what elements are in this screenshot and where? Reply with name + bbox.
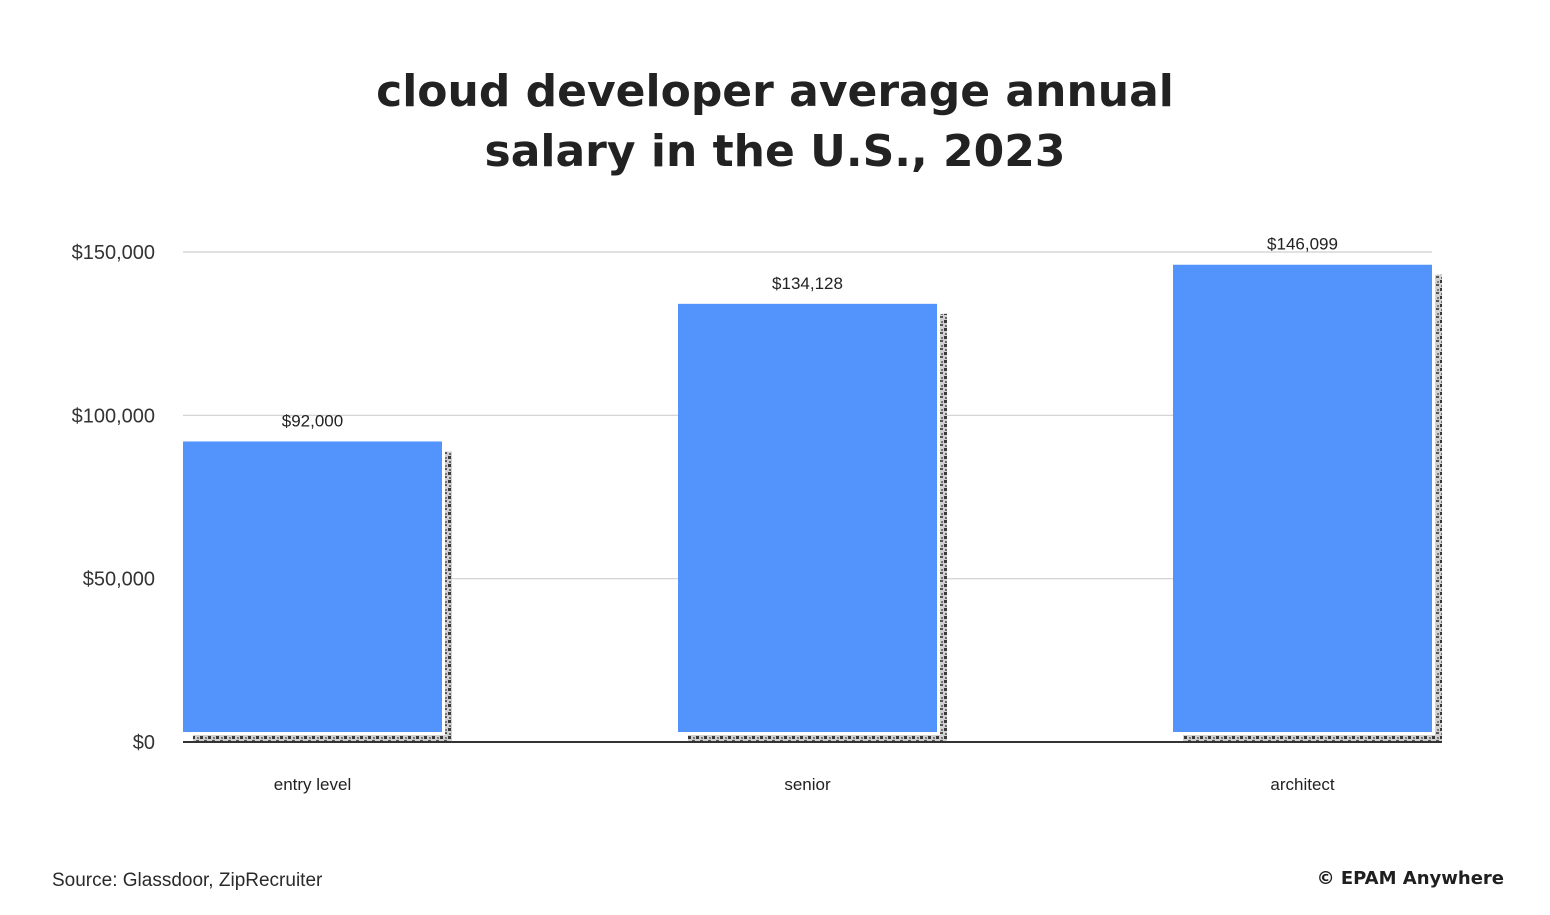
chart-title: cloud developer average annual salary in… xyxy=(0,62,1550,182)
data-label: $134,128 xyxy=(772,274,843,293)
labels: $0 $50,000 $100,000 $150,000 $92,000 entry le… xyxy=(72,235,1338,794)
y-tick-label: $100,000 xyxy=(72,405,155,427)
y-tick-label: $150,000 xyxy=(72,242,155,264)
data-label: $146,099 xyxy=(1267,235,1338,254)
bars xyxy=(183,264,1442,742)
x-tick-label: entry level xyxy=(274,775,351,794)
data-label: $92,000 xyxy=(282,411,343,430)
chart-title-line-1: cloud developer average annual xyxy=(376,66,1174,117)
x-tick-label: senior xyxy=(784,775,831,794)
bar xyxy=(678,303,937,732)
x-tick-label: architect xyxy=(1270,775,1335,794)
bar xyxy=(183,441,442,732)
brand-credit: © EPAM Anywhere xyxy=(1316,868,1504,889)
source-note: Source: Glassdoor, ZipRecruiter xyxy=(52,870,323,891)
y-tick-label: $0 xyxy=(133,732,155,754)
chart-title-line-2: salary in the U.S., 2023 xyxy=(484,126,1066,177)
bar xyxy=(1173,264,1432,732)
y-tick-label: $50,000 xyxy=(83,569,155,591)
